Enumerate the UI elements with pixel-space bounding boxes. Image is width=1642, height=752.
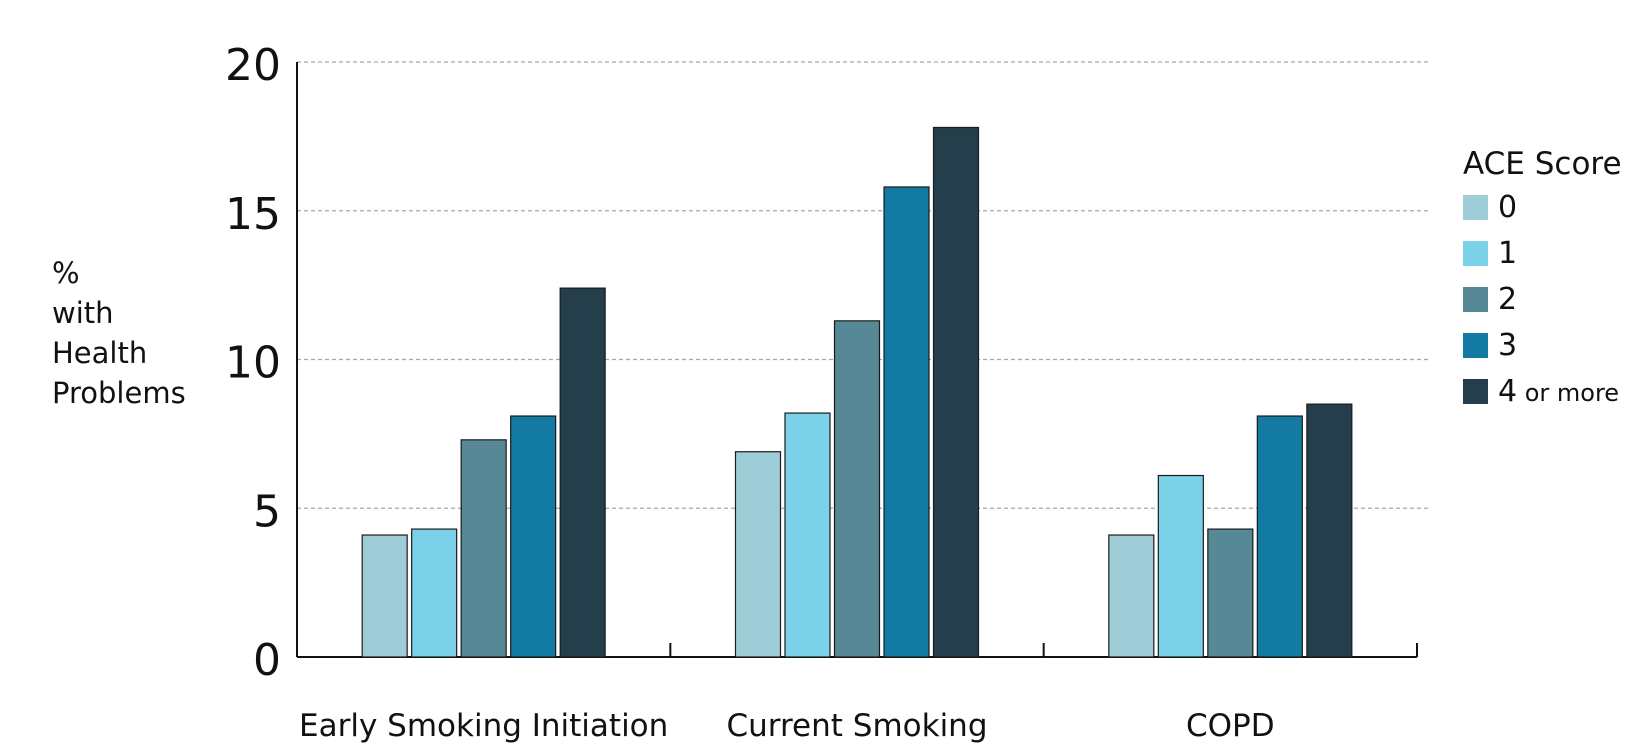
y-axis-label-line: Health bbox=[52, 336, 148, 370]
y-axis-label-line: % bbox=[52, 256, 80, 290]
legend-item: 0 bbox=[1463, 184, 1622, 230]
legend-title: ACE Score bbox=[1463, 146, 1622, 182]
y-tick-label: 20 bbox=[225, 40, 281, 91]
bar bbox=[559, 287, 606, 658]
legend-swatch bbox=[1463, 240, 1488, 266]
legend-label: 4 or more bbox=[1498, 373, 1620, 409]
bar bbox=[833, 320, 881, 658]
legend-swatch bbox=[1463, 378, 1488, 404]
bar bbox=[1256, 415, 1303, 658]
y-axis-label-line: with bbox=[52, 296, 114, 330]
y-axis-label-line: Problems bbox=[52, 376, 186, 410]
legend-label: 0 bbox=[1498, 189, 1518, 225]
legend-swatch bbox=[1463, 332, 1488, 358]
legend-items: 0 1 2 3 4 or more bbox=[1463, 184, 1622, 414]
legend-label: 1 bbox=[1498, 235, 1518, 271]
bar bbox=[932, 126, 980, 658]
bar bbox=[734, 451, 782, 658]
y-tick-label: 5 bbox=[253, 486, 281, 537]
legend-item: 4 or more bbox=[1463, 368, 1622, 414]
bar bbox=[1207, 528, 1254, 658]
bar bbox=[883, 186, 930, 658]
bar bbox=[784, 412, 831, 658]
bar bbox=[361, 534, 408, 658]
legend: ACE Score 0 1 2 3 4 or more bbox=[1463, 146, 1622, 414]
legend-swatch bbox=[1463, 194, 1488, 220]
legend-swatch bbox=[1463, 286, 1488, 312]
bar bbox=[1306, 403, 1353, 658]
x-tick-label: Current Smoking bbox=[726, 708, 987, 744]
y-tick-label: 0 bbox=[253, 635, 281, 686]
bar bbox=[510, 415, 557, 658]
bar bbox=[1108, 534, 1155, 658]
legend-item: 3 bbox=[1463, 322, 1622, 368]
bar bbox=[411, 528, 458, 658]
legend-label: 3 bbox=[1498, 327, 1518, 363]
legend-item: 1 bbox=[1463, 230, 1622, 276]
legend-label: 2 bbox=[1498, 281, 1518, 317]
bar bbox=[1157, 474, 1204, 658]
bar bbox=[460, 439, 507, 658]
legend-item: 2 bbox=[1463, 276, 1622, 322]
y-tick-label: 15 bbox=[225, 189, 281, 240]
x-tick-label: Early Smoking Initiation bbox=[299, 708, 668, 744]
y-tick-label: 10 bbox=[225, 338, 281, 389]
x-tick-label: COPD bbox=[1186, 708, 1275, 744]
